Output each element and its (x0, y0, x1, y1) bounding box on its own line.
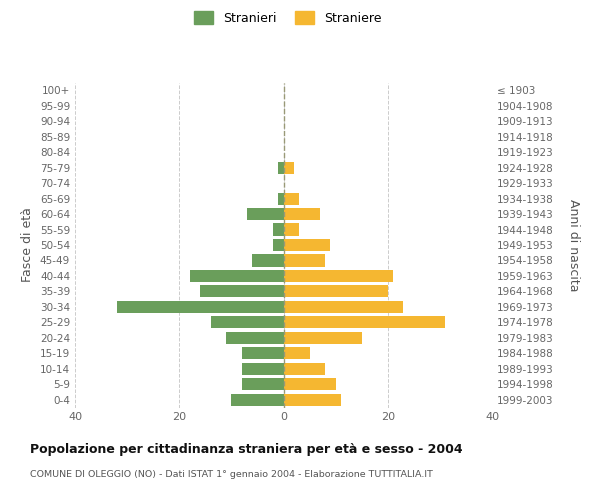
Bar (284, 239, 331, 251)
Bar (273, 224, 284, 235)
Bar (284, 332, 362, 344)
Bar (284, 208, 320, 220)
Bar (284, 270, 393, 282)
Bar (200, 286, 284, 298)
Bar (284, 286, 388, 298)
Bar (284, 378, 335, 390)
Bar (242, 348, 284, 360)
Bar (211, 316, 284, 328)
Bar (278, 192, 284, 204)
Bar (284, 192, 299, 204)
Text: Popolazione per cittadinanza straniera per età e sesso - 2004: Popolazione per cittadinanza straniera p… (30, 442, 463, 456)
Bar (284, 301, 403, 313)
Bar (190, 270, 284, 282)
Bar (284, 224, 299, 235)
Bar (284, 162, 294, 173)
Text: COMUNE DI OLEGGIO (NO) - Dati ISTAT 1° gennaio 2004 - Elaborazione TUTTITALIA.IT: COMUNE DI OLEGGIO (NO) - Dati ISTAT 1° g… (30, 470, 433, 479)
Bar (117, 301, 284, 313)
Bar (284, 394, 341, 406)
Bar (284, 316, 445, 328)
Bar (242, 378, 284, 390)
Bar (284, 254, 325, 266)
Bar (232, 394, 284, 406)
Bar (247, 208, 284, 220)
Bar (284, 348, 310, 360)
Bar (273, 239, 284, 251)
Bar (278, 162, 284, 173)
Bar (226, 332, 284, 344)
Y-axis label: Anni di nascita: Anni di nascita (568, 198, 581, 291)
Y-axis label: Fasce di età: Fasce di età (22, 208, 34, 282)
Legend: Stranieri, Straniere: Stranieri, Straniere (190, 6, 386, 30)
Bar (284, 363, 325, 375)
Bar (242, 363, 284, 375)
Bar (252, 254, 284, 266)
